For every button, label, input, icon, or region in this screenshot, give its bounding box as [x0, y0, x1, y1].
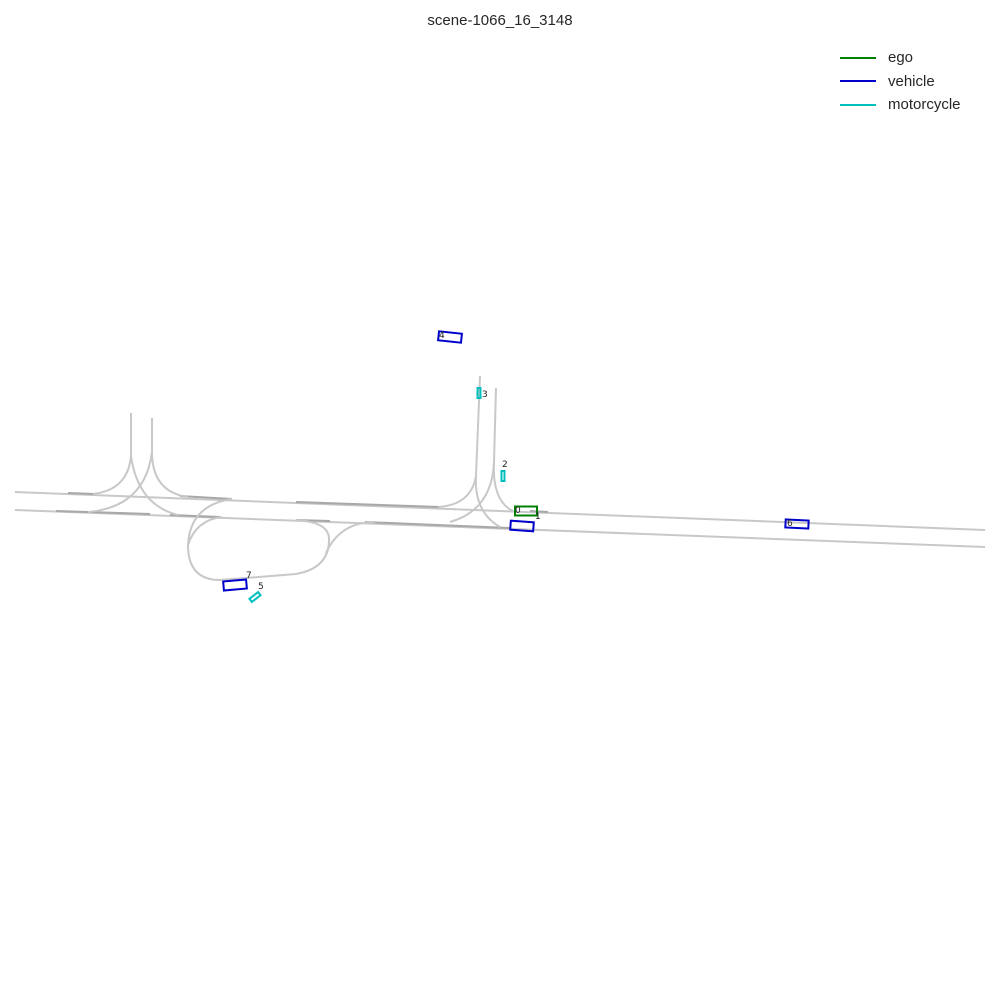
- legend-item-ego: ego: [840, 46, 961, 70]
- side-road-stub: [151, 418, 189, 498]
- lane-segment: [179, 495, 233, 500]
- lane-segment: [529, 510, 549, 513]
- agent-box-vehicle-4: [436, 330, 464, 344]
- agent-box-motorcycle-5: [248, 590, 262, 604]
- agent-box-ego-0: [514, 505, 538, 517]
- lane-segment: [295, 501, 441, 508]
- agent-label-0: 0: [515, 506, 521, 516]
- legend-label-ego: ego: [888, 49, 914, 67]
- chart-title: scene-1066_16_3148: [427, 12, 573, 29]
- lane-segment: [364, 521, 511, 529]
- legend-swatch-motorcycle: [840, 103, 876, 106]
- agent-label-1: 1: [535, 512, 541, 522]
- north-road-left: [437, 375, 481, 508]
- turn-connector: [130, 455, 179, 516]
- legend-item-vehicle: vehicle: [840, 70, 961, 94]
- loop-connector: [325, 521, 376, 554]
- agent-box-motorcycle-2: [500, 470, 506, 482]
- legend: ego vehicle motorcycle: [840, 46, 961, 117]
- legend-label-vehicle: vehicle: [888, 72, 935, 90]
- legend-swatch-vehicle: [840, 80, 876, 83]
- agent-box-vehicle-7: [222, 578, 248, 592]
- u-turn-loop-inner: [187, 516, 223, 546]
- lane-segment: [169, 514, 221, 518]
- agent-label-7: 7: [246, 571, 252, 581]
- legend-item-motorcycle: motorcycle: [840, 93, 961, 117]
- north-road-right: [492, 387, 514, 512]
- agent-label-3: 3: [482, 390, 488, 400]
- agents-layer: 0 1 2 3 4 5 6 7: [222, 330, 810, 604]
- legend-swatch-ego: [840, 56, 876, 59]
- u-turn-loop: [186, 498, 331, 582]
- agent-box-vehicle-6: [784, 518, 810, 530]
- agent-box-motorcycle-3: [476, 387, 482, 399]
- agent-box-vehicle-1: [509, 519, 535, 533]
- lane-network: [14, 375, 986, 582]
- agent-label-2: 2: [502, 460, 508, 470]
- lane-segment: [55, 510, 151, 515]
- turn-connector: [474, 475, 501, 528]
- side-road-stub: [92, 413, 132, 495]
- turn-connector: [449, 461, 495, 523]
- legend-label-motorcycle: motorcycle: [888, 96, 961, 114]
- agent-label-5: 5: [258, 582, 264, 592]
- agent-label-4: 4: [439, 331, 445, 341]
- lane-line-upper: [14, 491, 986, 531]
- agent-label-6: 6: [787, 519, 793, 529]
- turn-connector: [87, 451, 153, 513]
- lane-segment: [67, 492, 96, 495]
